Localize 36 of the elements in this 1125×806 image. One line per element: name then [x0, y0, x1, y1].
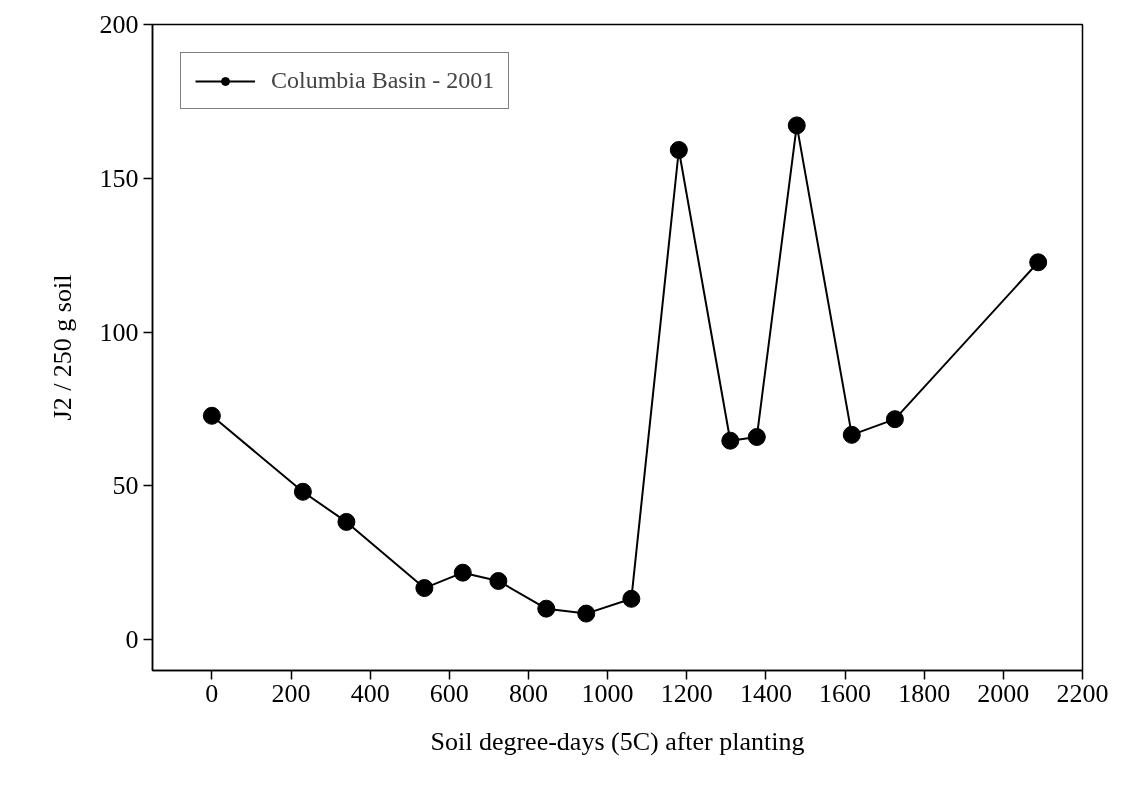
point — [842, 425, 861, 444]
x-tick-label: 1200 — [660, 678, 713, 708]
x-tick-label: 1800 — [898, 678, 951, 708]
y-tick-label: 150 — [99, 163, 139, 193]
point — [747, 428, 766, 446]
point — [415, 579, 434, 598]
x-tick-label: 800 — [508, 678, 548, 708]
x-tick-label: 400 — [350, 678, 390, 708]
y-tick-label: 50 — [112, 471, 139, 501]
point — [453, 563, 472, 582]
x-tick-label: 200 — [271, 678, 311, 708]
point — [885, 410, 904, 429]
point — [293, 482, 312, 501]
x-tick-label: 0 — [205, 678, 219, 708]
point — [787, 116, 806, 135]
x-axis-title: Soil degree-days (5C) after planting — [430, 726, 805, 756]
point — [202, 406, 221, 425]
point — [669, 141, 688, 159]
y-tick-label: 200 — [99, 10, 139, 39]
y-axis-title: J2 / 250 g soil — [47, 274, 77, 421]
point — [489, 572, 508, 590]
y-tick-label: 100 — [99, 317, 139, 347]
x-tick-label: 1400 — [739, 678, 792, 708]
x-tick-label: 1600 — [819, 678, 872, 708]
point — [337, 512, 356, 531]
point — [1029, 253, 1048, 272]
point — [721, 431, 740, 450]
x-tick-label: 2200 — [1056, 678, 1109, 708]
y-tick-label: 0 — [125, 625, 139, 655]
point — [577, 604, 596, 623]
point — [622, 589, 641, 608]
x-tick-label: 1000 — [581, 678, 634, 708]
x-tick-label: 2000 — [977, 678, 1030, 708]
x-tick-label: 600 — [429, 678, 469, 708]
point — [537, 599, 556, 618]
legend-label: Columbia Basin - 2001 — [271, 67, 495, 94]
